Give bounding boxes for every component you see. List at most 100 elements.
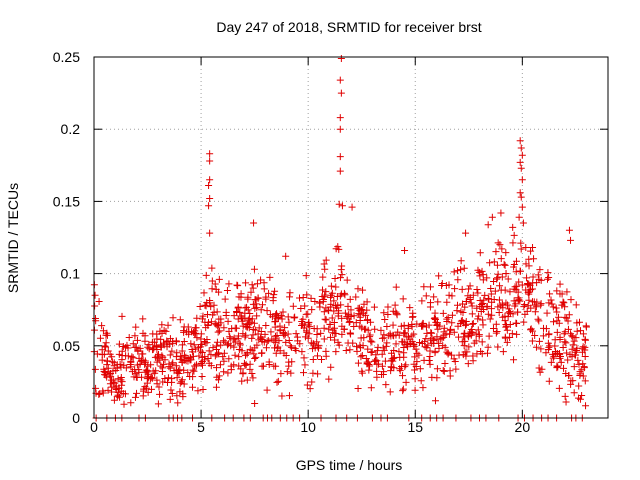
data-point (433, 365, 441, 373)
data-point (238, 317, 246, 325)
data-point (446, 367, 454, 375)
data-point (486, 259, 494, 267)
data-point (297, 305, 305, 313)
data-point (410, 341, 418, 349)
data-point (115, 340, 123, 348)
data-point (529, 273, 537, 281)
data-point (257, 306, 265, 314)
data-point (562, 398, 570, 406)
data-point (157, 335, 165, 343)
data-point (202, 271, 210, 279)
data-point (205, 202, 213, 210)
data-point (426, 360, 434, 368)
data-point (368, 338, 376, 346)
data-point (443, 298, 451, 306)
data-point (180, 380, 188, 388)
data-point (367, 384, 375, 392)
data-point (253, 312, 261, 320)
data-point (325, 375, 333, 383)
data-point (337, 266, 345, 274)
data-point (476, 272, 484, 280)
data-point (311, 298, 319, 306)
data-point (572, 334, 580, 342)
data-point (145, 374, 153, 382)
data-point (553, 328, 561, 336)
data-point (428, 334, 436, 342)
data-point (143, 367, 151, 375)
data-point (246, 345, 254, 353)
data-point (474, 289, 482, 297)
data-point (498, 300, 506, 308)
data-point (577, 327, 585, 335)
data-point (582, 322, 590, 330)
data-point (413, 320, 421, 328)
data-point (128, 353, 136, 361)
data-point (160, 341, 168, 349)
data-point (521, 301, 529, 309)
data-point (158, 368, 166, 376)
data-point (291, 313, 299, 321)
data-point (269, 297, 277, 305)
data-point (468, 302, 476, 310)
data-point (158, 352, 166, 360)
data-point (494, 303, 502, 311)
data-point (91, 291, 99, 299)
data-point (570, 389, 578, 397)
data-point (455, 333, 463, 341)
data-point (191, 327, 199, 335)
data-point (418, 322, 425, 330)
data-point (249, 374, 257, 382)
data-point (135, 354, 143, 362)
data-point (340, 325, 348, 333)
data-point (460, 342, 468, 350)
data-point (358, 324, 366, 332)
data-point (184, 369, 192, 377)
data-point (319, 286, 327, 294)
data-point (502, 270, 510, 278)
data-point (193, 361, 201, 369)
data-point (201, 318, 209, 326)
data-point (230, 361, 238, 369)
data-point (309, 369, 317, 377)
data-point (465, 285, 473, 293)
data-point (567, 296, 575, 304)
data-point (418, 297, 426, 305)
data-point (277, 312, 285, 320)
data-point (110, 359, 118, 367)
x-tick-labels: 0 5 10 15 20 (90, 419, 530, 435)
data-point (320, 308, 328, 316)
data-point (510, 263, 518, 271)
data-point (523, 274, 531, 282)
data-point (238, 347, 246, 355)
data-point (118, 378, 126, 386)
data-point (320, 335, 328, 343)
data-point (219, 353, 227, 361)
data-point (558, 301, 566, 309)
data-point (465, 333, 473, 341)
data-point (530, 298, 538, 306)
data-point (553, 364, 561, 372)
data-point (435, 344, 443, 352)
data-point (153, 330, 161, 338)
data-point (266, 311, 274, 319)
data-point (422, 292, 430, 300)
data-point (175, 370, 183, 378)
data-point (380, 346, 388, 354)
data-point (277, 370, 285, 378)
data-point (286, 293, 294, 301)
data-point (247, 288, 255, 296)
data-point (439, 366, 447, 374)
data-point (548, 300, 556, 308)
data-point (286, 342, 294, 350)
data-point (331, 275, 339, 283)
data-point (222, 308, 230, 316)
data-point (485, 332, 493, 340)
data-point (516, 137, 524, 145)
x-tick-label: 15 (407, 419, 423, 435)
data-point (180, 366, 188, 374)
data-point (357, 353, 365, 361)
data-point (176, 379, 184, 387)
data-point (419, 384, 427, 392)
data-point (294, 337, 302, 345)
data-point (210, 301, 218, 309)
